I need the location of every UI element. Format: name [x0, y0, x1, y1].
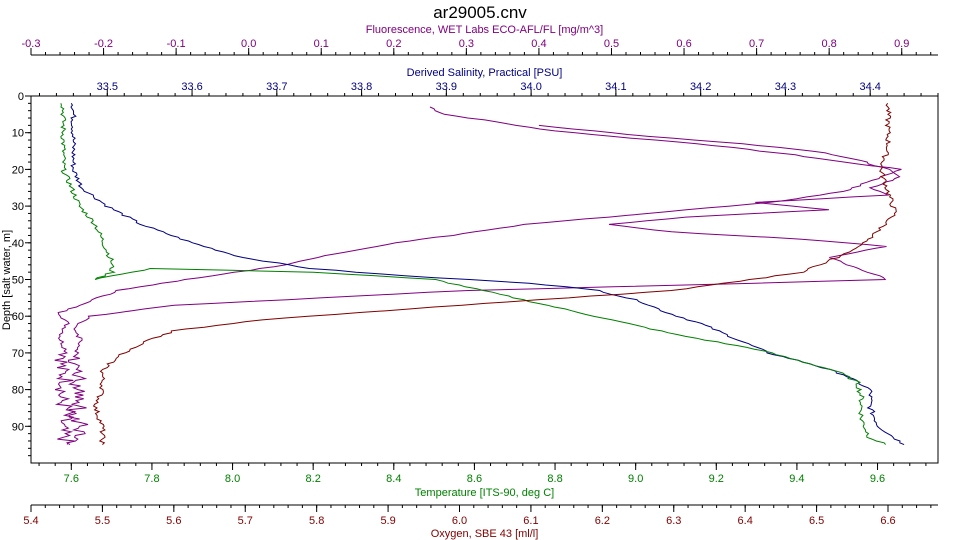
temperature-tick-label: 8.4	[386, 473, 401, 485]
depth-tick-label: 50	[12, 275, 24, 287]
depth-axis-title: Depth [salt water, m]	[1, 230, 13, 330]
oxygen-tick-label: 5.6	[166, 515, 181, 527]
oxygen-trace-4	[92, 102, 897, 445]
depth-tick-label: 80	[12, 385, 24, 397]
fluorescence-tick-label: 0.9	[894, 38, 909, 50]
temperature-tick-label: 9.2	[709, 473, 724, 485]
oxygen-tick-label: 6.6	[880, 515, 895, 527]
fluorescence-tick-label: -0.1	[167, 38, 186, 50]
depth-tick-label: 30	[12, 201, 24, 213]
fluorescence-tick-label: 0.2	[386, 38, 401, 50]
temperature-tick-label: 7.8	[144, 473, 159, 485]
oxygen-tick-label: 5.5	[95, 515, 110, 527]
depth-tick-label: 20	[12, 164, 24, 176]
salinity-tick-label: 34.1	[605, 81, 626, 93]
series-layer	[54, 102, 905, 446]
oxygen-tick-label: 6.5	[809, 515, 824, 527]
temperature-axis: 7.6 7.8 8.0 8.2 8.4 8.6 8.8 9.0 9.2 9.4 9.6 Tempera…	[31, 462, 938, 499]
salinity-tick-label: 33.7	[266, 81, 287, 93]
depth-tick-label: 90	[12, 421, 24, 433]
temperature-tick-label: 8.0	[225, 473, 240, 485]
oxygen-tick-label: 5.9	[380, 515, 395, 527]
plot-frame	[30, 95, 939, 464]
fluorescence-tick-label: -0.2	[94, 38, 113, 50]
salinity-tick-label: 33.6	[181, 81, 202, 93]
temperature-tick-label: 8.8	[547, 473, 562, 485]
salinity-tick-label: 34.2	[690, 81, 711, 93]
salinity-tick-label: 34.4	[859, 81, 880, 93]
depth-tick-label: 10	[12, 128, 24, 140]
temperature-tick-label: 9.0	[628, 473, 643, 485]
salinity-tick-label: 33.8	[351, 81, 372, 93]
fluorescence-tick-label: 0.0	[241, 38, 256, 50]
temperature-tick-label: 9.6	[870, 473, 885, 485]
salinity-tick-label: 34.3	[775, 81, 796, 93]
fluorescence-trace-0	[54, 106, 902, 445]
temperature-tick-label: 8.6	[467, 473, 482, 485]
temperature-tick-label: 9.4	[789, 473, 804, 485]
oxygen-tick-label: 6.4	[738, 515, 753, 527]
oxygen-axis: 5.4 5.5 5.6 5.7 5.8 5.9 6.0 6.1 6.2 6.3 6.4 6.5 6.6 O…	[23, 504, 938, 540]
chart-title: ar29005.cnv	[433, 3, 527, 22]
oxygen-tick-label: 5.8	[309, 515, 324, 527]
fluorescence-tick-label: 0.1	[314, 38, 329, 50]
depth-tick-label: 0	[18, 91, 24, 103]
fluorescence-tick-label: -0.3	[22, 38, 41, 50]
temperature-axis-title: Temperature [ITS-90, deg C]	[415, 487, 554, 499]
axes-layer: -0.3 -0.2 -0.1 0.0 0.1 0.2 0.3 0.4 0.5 0.6 0.7 0.8 0…	[1, 24, 939, 540]
temperature-trace-3	[60, 103, 886, 445]
fluorescence-tick-label: 0.8	[822, 38, 837, 50]
salinity-tick-label: 33.5	[97, 81, 118, 93]
oxygen-tick-label: 6.1	[523, 515, 538, 527]
oxygen-tick-label: 5.7	[238, 515, 253, 527]
salinity-tick-label: 34.0	[520, 81, 541, 93]
temperature-tick-label: 7.6	[64, 473, 79, 485]
depth-tick-label: 40	[12, 238, 24, 250]
fluorescence-tick-label: 0.7	[749, 38, 764, 50]
depth-tick-label: 70	[12, 348, 24, 360]
oxygen-tick-label: 6.0	[452, 515, 467, 527]
depth-tick-label: 60	[12, 311, 24, 323]
oxygen-axis-title: Oxygen, SBE 43 [ml/l]	[431, 528, 539, 540]
fluorescence-tick-label: 0.4	[531, 38, 546, 50]
fluorescence-tick-label: 0.3	[459, 38, 474, 50]
fluorescence-axis: -0.3 -0.2 -0.1 0.0 0.1 0.2 0.3 0.4 0.5 0.6 0.7 0.8 0…	[22, 24, 938, 56]
fluorescence-tick-label: 0.6	[676, 38, 691, 50]
salinity-axis-title: Derived Salinity, Practical [PSU]	[407, 67, 563, 79]
fluorescence-axis-title: Fluorescence, WET Labs ECO-AFL/FL [mg/m^…	[366, 24, 603, 36]
fluorescence-trace-1	[65, 124, 901, 446]
salinity-axis: 33.5 33.6 33.7 33.8 33.9 34.0 34.1 34.2 34.3 34.4…	[31, 67, 939, 97]
salinity-trace-2	[70, 103, 905, 446]
fluorescence-tick-label: 0.5	[604, 38, 619, 50]
temperature-tick-label: 8.2	[306, 473, 321, 485]
salinity-tick-label: 33.9	[436, 81, 457, 93]
oxygen-tick-label: 6.2	[595, 515, 610, 527]
depth-axis: 0 10 20 30 40 50 60 70 80 90 Depth [salt water, m]	[1, 91, 31, 457]
oxygen-tick-label: 6.3	[666, 515, 681, 527]
oxygen-tick-label: 5.4	[23, 515, 38, 527]
